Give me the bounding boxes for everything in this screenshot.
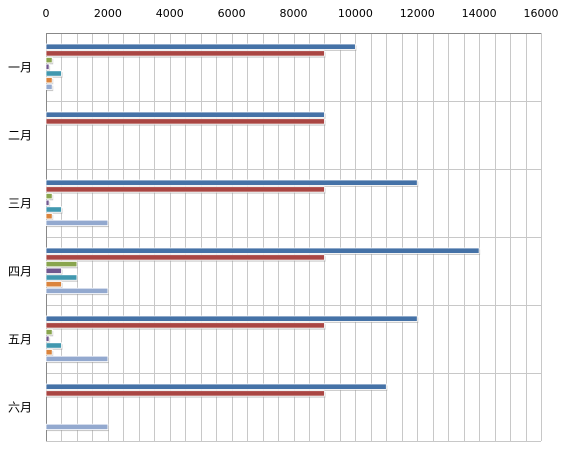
bar [45, 83, 53, 90]
category-label: 五月 [8, 332, 32, 346]
bar [45, 70, 62, 77]
bar [45, 206, 62, 213]
x-tick-label: 10000 [338, 7, 373, 20]
bar [45, 247, 480, 254]
x-tick-label: 2000 [94, 7, 122, 20]
bar [45, 219, 109, 226]
x-tick-label: 16000 [524, 7, 559, 20]
bar [45, 43, 356, 50]
x-tick-label: 8000 [280, 7, 308, 20]
bar [45, 186, 325, 193]
category-label: 三月 [8, 196, 32, 210]
bar [45, 335, 50, 342]
bar [45, 342, 62, 349]
x-tick-label: 4000 [156, 7, 184, 20]
labels-layer: 0 2000 4000 6000 8000 10000 12000 14000 16000 一月二… [8, 7, 559, 414]
bar [45, 423, 109, 431]
x-tick-label: 14000 [462, 7, 497, 20]
category-label: 四月 [8, 264, 32, 278]
bar [45, 322, 325, 329]
category-label: 六月 [8, 400, 32, 414]
bar [45, 57, 53, 64]
grid-layer [46, 33, 542, 442]
bar [45, 118, 325, 125]
bar [45, 260, 78, 268]
category-label: 二月 [8, 128, 32, 142]
bar [45, 111, 325, 118]
bar [45, 254, 325, 261]
bars-layer [45, 43, 481, 432]
x-tick-label: 6000 [218, 7, 246, 20]
bar [45, 315, 418, 322]
bar [45, 390, 325, 397]
bar [45, 77, 53, 84]
bar [45, 192, 53, 200]
bar [45, 267, 62, 274]
x-tick-label: 12000 [400, 7, 435, 20]
bar [45, 281, 62, 288]
bar [45, 328, 53, 336]
bar [45, 179, 418, 186]
bar [45, 349, 53, 356]
bar [45, 50, 325, 57]
bar [45, 383, 387, 390]
bar [45, 287, 109, 295]
bar [45, 274, 78, 281]
bar [45, 63, 50, 70]
x-tick-label: 0 [43, 7, 50, 20]
bar [45, 213, 53, 220]
bar [45, 355, 109, 363]
bar [45, 199, 50, 206]
category-label: 一月 [8, 60, 32, 74]
